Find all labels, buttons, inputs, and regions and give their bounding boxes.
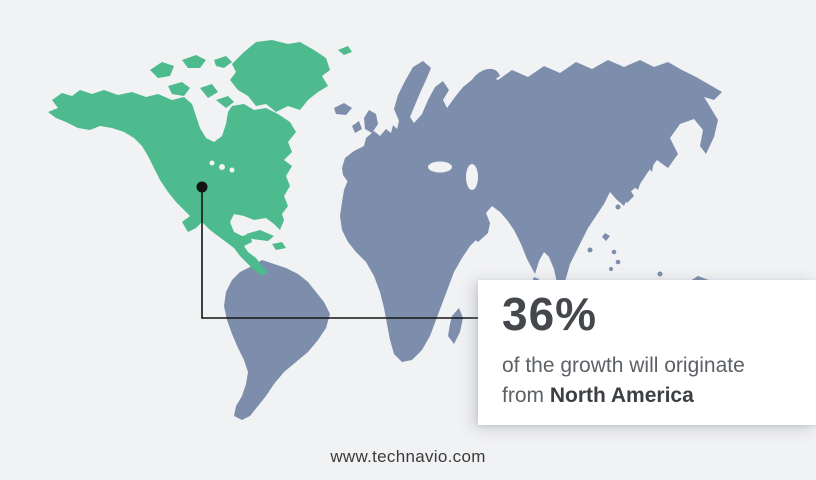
region-svalbard	[338, 46, 352, 55]
inland-seas	[209, 160, 478, 190]
callout-geometry	[196, 181, 478, 319]
map-highlight-regions	[48, 40, 352, 276]
region-japan	[622, 170, 642, 203]
region-greenland	[230, 40, 330, 112]
black-sea	[428, 161, 452, 173]
stat-description-prefix: from	[502, 383, 550, 407]
stat-region-name: North America	[549, 383, 694, 407]
great-lake-2	[219, 164, 225, 170]
region-south-america	[224, 260, 330, 420]
great-lake-3	[229, 167, 235, 173]
region-madagascar	[448, 308, 463, 344]
region-philippines-2	[615, 259, 621, 265]
region-ireland	[352, 121, 362, 133]
stat-value: 36%	[502, 288, 598, 340]
region-philippines-3	[609, 267, 613, 271]
region-sakhalin	[646, 148, 655, 172]
region-hispaniola	[272, 242, 286, 250]
location-marker-dot	[196, 181, 208, 193]
region-kyushu	[615, 204, 621, 210]
region-novaya-zemlya	[468, 68, 500, 94]
region-philippines-1	[611, 249, 617, 255]
region-taiwan	[602, 233, 610, 241]
footer-website-url: www.technavio.com	[330, 447, 486, 466]
great-lake-1	[209, 160, 215, 166]
stat-description: of the growth will originate from North …	[502, 351, 816, 411]
stat-description-line1: of the growth will originate	[502, 353, 745, 377]
region-eurasia	[342, 60, 722, 292]
region-iceland	[334, 103, 352, 115]
stat-card: 36% of the growth will originate from No…	[478, 280, 816, 425]
region-cuba	[246, 230, 274, 241]
region-hainan	[587, 247, 593, 253]
region-north-america	[48, 90, 296, 276]
region-arctic-islands	[150, 55, 234, 108]
callout-line	[201, 187, 478, 319]
region-halmahera	[657, 271, 663, 277]
region-great-britain	[364, 110, 378, 133]
caspian-sea	[466, 164, 478, 190]
region-africa	[340, 160, 488, 362]
